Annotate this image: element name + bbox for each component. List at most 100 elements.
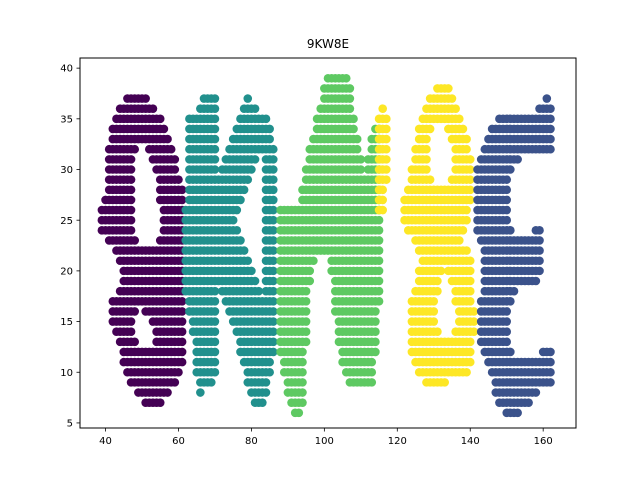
scatter-point: [268, 175, 278, 184]
scatter-point: [298, 388, 307, 397]
scatter-point: [356, 165, 366, 174]
scatter-point: [436, 266, 446, 276]
scatter-point: [268, 307, 278, 316]
y-tick-label: 20: [60, 266, 73, 277]
scatter-point: [433, 276, 442, 286]
y-axis: 5 10 15 20 25 30 35 40: [60, 64, 80, 430]
scatter-point: [177, 307, 187, 316]
scatter-point: [265, 367, 274, 377]
scatter-point: [210, 296, 220, 306]
scatter-point: [422, 165, 431, 174]
scatter-point: [170, 155, 180, 164]
scatter-point: [210, 317, 220, 326]
scatter-point: [506, 296, 515, 306]
scatter-point: [177, 357, 187, 367]
scatter-point: [535, 246, 544, 255]
scatter-point: [268, 296, 278, 306]
scatter-point: [367, 378, 377, 387]
scatter-point: [126, 175, 136, 184]
scatter-point: [177, 337, 187, 347]
scatter-point: [243, 175, 253, 184]
scatter-point: [236, 195, 245, 205]
scatter-point: [429, 317, 439, 326]
scatter-point: [502, 317, 512, 326]
scatter-point: [465, 286, 475, 296]
scatter-point: [382, 155, 391, 164]
scatter-point: [126, 317, 136, 326]
scatter-point: [422, 155, 431, 164]
scatter-point: [535, 236, 544, 245]
scatter-point: [126, 155, 136, 164]
scatter-point: [265, 124, 274, 134]
scatter-point: [243, 94, 253, 103]
scatter-point: [268, 347, 278, 357]
scatter-point: [469, 327, 479, 337]
scatter-point: [305, 276, 315, 286]
scatter-point: [126, 185, 136, 195]
scatter-point: [371, 317, 380, 326]
scatter-point: [506, 347, 515, 357]
scatter-point: [268, 276, 278, 286]
scatter-point: [126, 327, 136, 337]
scatter-point: [374, 256, 384, 266]
scatter-point: [458, 124, 468, 134]
y-tick-label: 25: [60, 216, 73, 227]
scatter-point: [454, 114, 464, 124]
scatter-point: [378, 205, 388, 215]
scatter-point: [130, 337, 140, 347]
scatter-point: [210, 94, 220, 103]
scatter-point: [546, 378, 555, 387]
scatter-point: [268, 327, 278, 337]
scatter-point: [126, 195, 136, 205]
scatter-point: [371, 307, 380, 316]
scatter-point: [268, 185, 278, 195]
scatter-point: [163, 134, 172, 144]
scatter-point: [433, 286, 442, 296]
scatter-point: [268, 236, 278, 245]
scatter-point: [535, 266, 544, 276]
scatter-point: [268, 205, 278, 215]
scatter-point: [546, 347, 555, 357]
scatter-point: [210, 124, 220, 134]
scatter-point: [433, 327, 442, 337]
scatter-point: [429, 307, 439, 316]
scatter-point: [371, 347, 380, 357]
scatter-point: [382, 144, 391, 154]
scatter-point: [239, 185, 249, 195]
series-2: [276, 73, 384, 418]
series-1: [181, 94, 278, 407]
scatter-point: [166, 144, 176, 154]
scatter-point: [177, 296, 187, 306]
scatter-point: [356, 155, 366, 164]
scatter-point: [374, 215, 384, 225]
scatter-point: [170, 378, 180, 387]
scatter-point: [298, 378, 307, 387]
scatter-point: [268, 256, 278, 266]
scatter-point: [261, 114, 271, 124]
y-tick-label: 15: [60, 317, 73, 328]
scatter-point: [174, 175, 183, 184]
scatter-point: [546, 134, 555, 144]
scatter-point: [349, 124, 358, 134]
scatter-point: [349, 114, 358, 124]
x-tick-label: 100: [315, 436, 334, 447]
scatter-point: [341, 73, 351, 83]
scatter-point: [502, 175, 512, 184]
scatter-point: [174, 367, 183, 377]
scatter-point: [298, 367, 307, 377]
scatter-point: [469, 307, 479, 316]
scatter-point: [378, 104, 388, 113]
scatter-point: [250, 276, 260, 286]
scatter-point: [382, 165, 391, 174]
scatter-point: [265, 357, 274, 367]
scatter-point: [261, 378, 271, 387]
scatter-point: [243, 256, 253, 266]
scatter-point: [462, 367, 471, 377]
scatter-point: [382, 175, 391, 184]
scatter-point: [462, 144, 471, 154]
scatter-point: [513, 155, 522, 164]
scatter-point: [236, 236, 245, 245]
scatter-point: [465, 347, 475, 357]
scatter-point: [301, 327, 311, 337]
